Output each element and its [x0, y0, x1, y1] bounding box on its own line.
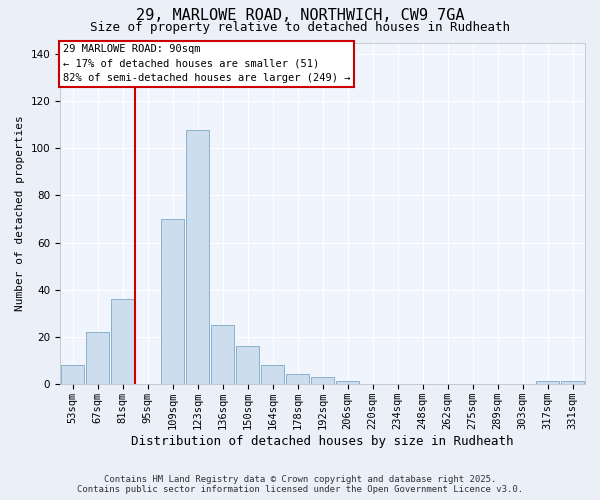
Bar	[61, 365, 84, 384]
Bar	[311, 376, 334, 384]
Bar	[261, 365, 284, 384]
Text: 29, MARLOWE ROAD, NORTHWICH, CW9 7GA: 29, MARLOWE ROAD, NORTHWICH, CW9 7GA	[136, 8, 464, 22]
Bar	[161, 219, 184, 384]
X-axis label: Distribution of detached houses by size in Rudheath: Distribution of detached houses by size …	[131, 434, 514, 448]
Bar	[236, 346, 259, 384]
Bar	[561, 382, 584, 384]
Text: Contains HM Land Registry data © Crown copyright and database right 2025.: Contains HM Land Registry data © Crown c…	[104, 475, 496, 484]
Bar	[336, 382, 359, 384]
Bar	[86, 332, 109, 384]
Bar	[536, 382, 559, 384]
Text: 29 MARLOWE ROAD: 90sqm
← 17% of detached houses are smaller (51)
82% of semi-det: 29 MARLOWE ROAD: 90sqm ← 17% of detached…	[62, 44, 350, 83]
Bar	[186, 130, 209, 384]
Text: Size of property relative to detached houses in Rudheath: Size of property relative to detached ho…	[90, 21, 510, 34]
Y-axis label: Number of detached properties: Number of detached properties	[15, 116, 25, 311]
Bar	[211, 325, 234, 384]
Text: Contains public sector information licensed under the Open Government Licence v3: Contains public sector information licen…	[77, 485, 523, 494]
Bar	[111, 299, 134, 384]
Bar	[286, 374, 309, 384]
